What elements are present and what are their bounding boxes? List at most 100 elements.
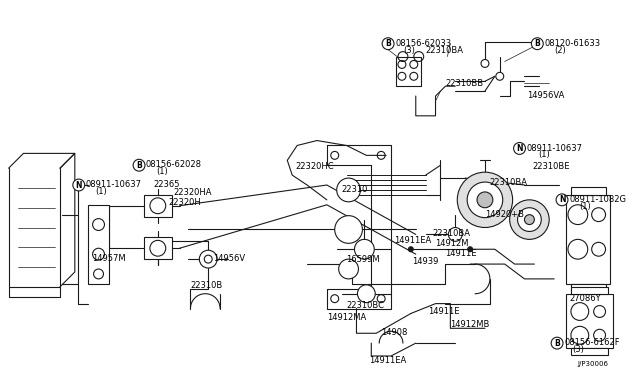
Circle shape	[518, 208, 541, 231]
Bar	[571, 348, 609, 355]
Text: (1): (1)	[156, 167, 168, 176]
Text: B: B	[534, 39, 540, 48]
Circle shape	[410, 72, 418, 80]
Bar	[144, 237, 172, 259]
Text: 22320HA: 22320HA	[173, 188, 212, 197]
Bar	[566, 195, 611, 284]
Text: (3): (3)	[572, 345, 584, 354]
Circle shape	[382, 38, 394, 49]
Text: 22310BB: 22310BB	[445, 79, 484, 88]
Text: 22365: 22365	[154, 180, 180, 189]
Circle shape	[93, 248, 104, 260]
Text: 14912M: 14912M	[436, 239, 469, 248]
Text: B: B	[554, 339, 560, 348]
Circle shape	[457, 172, 513, 228]
Text: (2): (2)	[554, 46, 566, 55]
Text: B: B	[385, 39, 391, 48]
Text: 22310BA: 22310BA	[433, 230, 470, 238]
Text: 08911-10637: 08911-10637	[86, 180, 141, 189]
Circle shape	[467, 182, 503, 218]
Text: (1): (1)	[95, 187, 108, 196]
Bar	[88, 205, 109, 284]
Circle shape	[335, 216, 362, 243]
Text: 27086Y: 27086Y	[569, 294, 600, 303]
Circle shape	[150, 198, 166, 214]
Text: J/P30006: J/P30006	[577, 361, 609, 367]
Circle shape	[591, 208, 605, 222]
Text: 14920+B: 14920+B	[485, 210, 524, 219]
Text: 22320H: 22320H	[169, 198, 202, 207]
Text: 08120-61633: 08120-61633	[544, 39, 600, 48]
Circle shape	[568, 205, 588, 225]
Circle shape	[524, 215, 534, 225]
Bar	[571, 284, 605, 292]
Circle shape	[93, 269, 104, 279]
Circle shape	[594, 305, 605, 317]
Circle shape	[339, 259, 358, 279]
Bar	[396, 57, 420, 86]
Circle shape	[556, 194, 568, 206]
Text: 22310BA: 22310BA	[490, 178, 528, 187]
Circle shape	[355, 239, 374, 259]
Circle shape	[531, 38, 543, 49]
Circle shape	[468, 247, 472, 252]
Circle shape	[408, 247, 413, 252]
Text: 22310BC: 22310BC	[347, 301, 385, 310]
Circle shape	[551, 337, 563, 349]
Circle shape	[204, 255, 212, 263]
Circle shape	[594, 329, 605, 341]
Text: B: B	[136, 161, 142, 170]
Circle shape	[571, 326, 589, 344]
Circle shape	[449, 228, 462, 241]
Circle shape	[496, 72, 504, 80]
Text: 16599M: 16599M	[346, 255, 380, 264]
Text: (3): (3)	[403, 46, 415, 55]
Text: 14912MB: 14912MB	[451, 320, 490, 329]
Text: 08911-1082G: 08911-1082G	[570, 195, 627, 204]
Text: N: N	[516, 144, 523, 153]
Text: 14956V: 14956V	[213, 254, 245, 263]
Circle shape	[199, 250, 217, 268]
Text: 08156-6162F: 08156-6162F	[564, 338, 620, 347]
Text: 14911E: 14911E	[445, 249, 477, 258]
Circle shape	[410, 61, 418, 68]
Text: (1): (1)	[538, 150, 550, 160]
Text: 22310: 22310	[342, 185, 368, 194]
Bar	[571, 287, 609, 294]
Text: 08156-62033: 08156-62033	[395, 39, 451, 48]
Circle shape	[150, 240, 166, 256]
Text: (1): (1)	[579, 202, 591, 211]
Circle shape	[481, 60, 489, 67]
Circle shape	[509, 200, 549, 239]
Text: 22310BE: 22310BE	[532, 162, 570, 171]
Text: 14957M: 14957M	[92, 254, 125, 263]
Text: N: N	[76, 180, 82, 189]
Circle shape	[571, 302, 589, 320]
Text: 14911EA: 14911EA	[394, 236, 431, 246]
Circle shape	[568, 239, 588, 259]
Bar	[571, 187, 605, 195]
Text: 22310BA: 22310BA	[426, 46, 463, 55]
Text: 14912MA: 14912MA	[327, 314, 366, 323]
Text: 08911-10637: 08911-10637	[527, 144, 582, 153]
Bar	[566, 294, 613, 348]
Bar	[144, 195, 172, 217]
Circle shape	[337, 178, 360, 202]
Circle shape	[93, 219, 104, 231]
Text: 14908: 14908	[381, 328, 408, 337]
Circle shape	[477, 192, 493, 208]
Text: 08156-62028: 08156-62028	[146, 160, 202, 169]
Circle shape	[398, 61, 406, 68]
Circle shape	[514, 142, 525, 154]
Circle shape	[398, 72, 406, 80]
Text: N: N	[559, 195, 565, 204]
Circle shape	[358, 285, 375, 302]
Circle shape	[591, 242, 605, 256]
Text: 14911EA: 14911EA	[369, 356, 406, 365]
Text: 14956VA: 14956VA	[527, 91, 565, 100]
Text: 14911E: 14911E	[428, 307, 459, 315]
Circle shape	[133, 159, 145, 171]
Text: 22310B: 22310B	[191, 281, 223, 290]
Text: 22320HC: 22320HC	[295, 162, 334, 171]
Text: 14939: 14939	[412, 257, 438, 266]
